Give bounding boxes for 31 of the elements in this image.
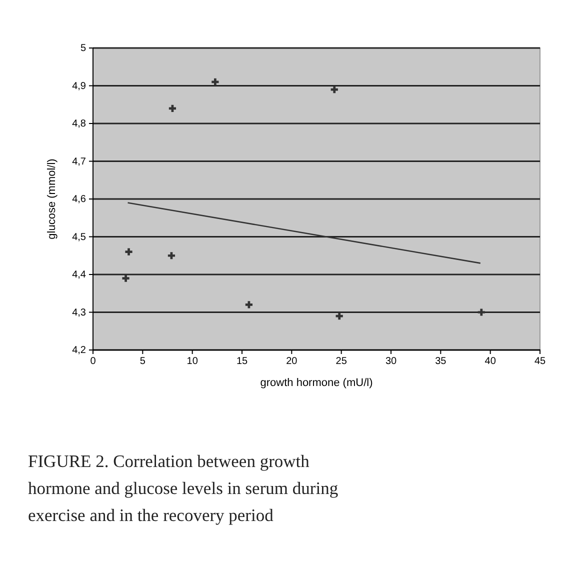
x-tick-label: 30 [385,356,397,368]
y-tick-label: 5 [80,43,86,54]
point [168,252,176,260]
point [212,78,219,86]
x-tick-label: 40 [484,356,496,368]
y-tick-label: 4,4 [72,270,86,281]
caption: FIGURE 2. Correlation between growth hormone and glucose levels in serum during exercise and in the recovery period [28,451,338,525]
y-tick-label: 4,7 [72,156,86,168]
x-tick-label: 15 [236,356,248,368]
x-axis-title: growth hormone (mU/l) [260,377,373,389]
x-tick-label: 10 [186,356,198,368]
y-tick-label: 4,8 [72,118,86,130]
point [122,274,130,282]
x-tick-label: 35 [435,356,447,368]
y-tick-label: 4,2 [72,345,86,356]
x-tick-label: 5 [140,356,146,368]
x-tick-label: 45 [534,356,546,368]
y-tick-label: 4,9 [72,80,86,92]
y-axis-title: glucose (mmol/l) [46,158,58,240]
point [125,248,132,256]
point [336,312,343,320]
x-tick-label: 0 [90,356,96,368]
x-tick-label: 20 [286,356,298,368]
x-tick-label: 25 [336,356,348,368]
point [245,301,253,308]
y-tick-label: 4,6 [72,194,86,206]
y-tick-label: 4,3 [72,307,86,318]
point [478,308,485,316]
y-tick-label: 4,5 [72,232,86,243]
point [168,104,176,112]
point [330,86,338,94]
